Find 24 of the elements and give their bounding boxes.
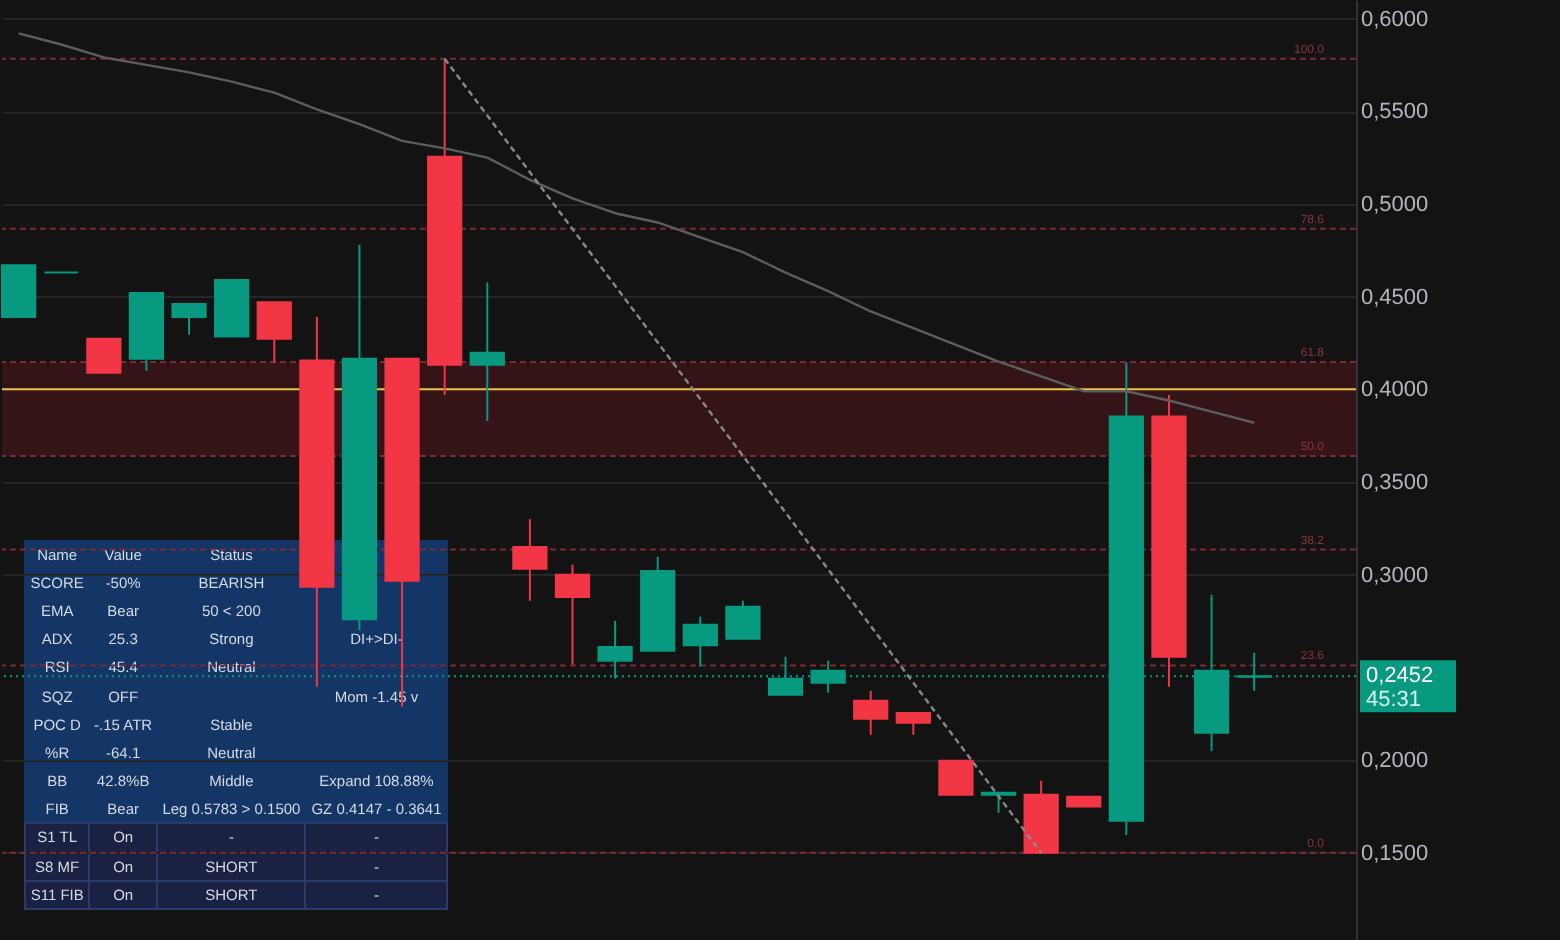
candlestick (256, 301, 292, 364)
candlestick (853, 689, 889, 736)
y-tick-label: 0,4500 (1361, 285, 1429, 310)
y-tick-label: 0,1500 (1361, 841, 1429, 866)
y-tick-label: 0,3000 (1361, 563, 1429, 588)
line-series (17, 32, 1256, 424)
candlestick (554, 563, 591, 666)
candlestick (171, 303, 207, 336)
candlestick (512, 518, 548, 602)
y-tick-label: 0,3500 (1361, 471, 1429, 496)
ref-line-label: 0,2452 (1366, 664, 1434, 689)
candlestick (895, 711, 931, 736)
candlestick (980, 791, 1017, 814)
y-tick-label: 0,5000 (1361, 192, 1429, 217)
candlestick (682, 615, 718, 668)
y-tick-label: 0,4000 (1361, 378, 1429, 403)
candlestick (725, 599, 761, 640)
y-tick-label: 0,5500 (1361, 100, 1429, 125)
candlestick (86, 337, 122, 374)
y-tick-label: 0,6000 (1361, 7, 1429, 32)
candlestick (469, 281, 505, 422)
text: 45:31 (1366, 688, 1422, 713)
y-tick-label: 0,2000 (1361, 749, 1429, 774)
candlestick (938, 759, 974, 796)
